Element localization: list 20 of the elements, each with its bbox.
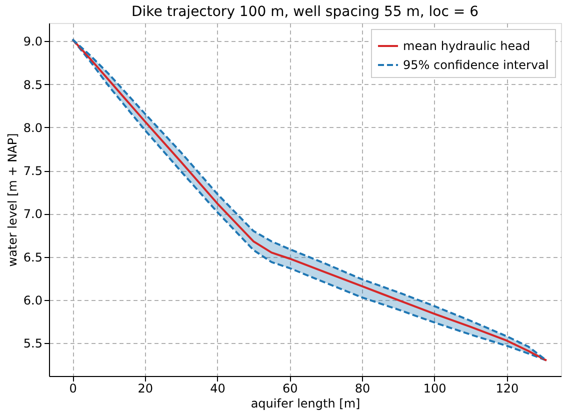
y-tick-label: 8.5: [23, 78, 42, 92]
y-tick-label: 5.5: [23, 336, 42, 351]
legend-label: mean hydraulic head: [403, 39, 530, 53]
x-tick-label: 60: [282, 382, 298, 396]
y-axis-title: water level [m + NAP]: [5, 133, 20, 267]
x-tick-label: 0: [69, 382, 77, 396]
y-tick-label: 7.5: [23, 164, 42, 178]
y-tick-label: 8.0: [23, 120, 42, 135]
y-tick-label: 6.5: [23, 250, 42, 264]
legend-label: 95% confidence interval: [403, 58, 549, 72]
x-tick-label: 120: [496, 382, 519, 396]
x-tick-label: 100: [423, 382, 446, 396]
y-tick-label: 6.0: [23, 294, 42, 308]
x-tick-label: 80: [354, 382, 370, 396]
x-tick-label: 20: [138, 382, 154, 396]
chart-title: Dike trajectory 100 m, well spacing 55 m, loc = 6: [132, 4, 479, 20]
y-tick-label: 7.0: [23, 207, 42, 222]
x-axis-title: aquifer length [m]: [250, 396, 360, 410]
y-tick-label: 9.0: [23, 34, 42, 49]
x-tick-label: 40: [210, 382, 226, 396]
